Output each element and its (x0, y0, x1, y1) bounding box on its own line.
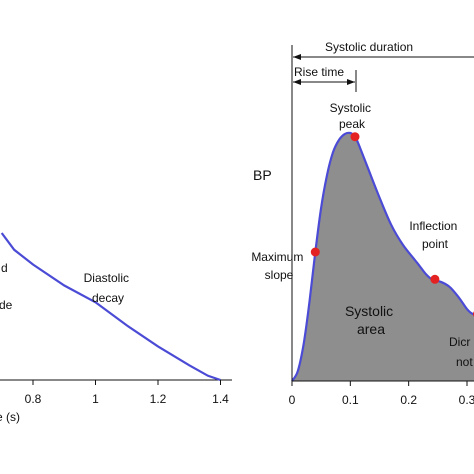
inflection-point-marker (430, 274, 440, 284)
maximum-slope-label: Maximum slope (251, 250, 306, 282)
right-x-tick-label: 0 (289, 393, 296, 407)
right-pressure-line (291, 131, 474, 382)
left-x-tick-label: 1 (92, 392, 99, 406)
rise-time-arrowhead-left (293, 79, 301, 85)
systolic-peak-marker (350, 132, 360, 142)
rise-time-label: Rise time (294, 65, 344, 79)
systolic-area-label: Systolic area (345, 303, 397, 337)
diastolic-decay-label: Diastolic decay (84, 271, 133, 305)
right-x-tick-label: 0.2 (400, 393, 417, 407)
right-x-tick-label: 0.3 (459, 393, 474, 407)
left-xlabel: e (s) (0, 410, 20, 424)
left-pressure-line (0, 232, 221, 382)
maximum-slope-marker (310, 247, 320, 257)
left-cut-label-1: d (1, 261, 8, 275)
left-x-tick-label: 1.4 (212, 392, 229, 406)
inflection-point-label: Inflection point (409, 219, 460, 251)
left-x-tick-label: 0.8 (25, 392, 42, 406)
right-markers (310, 132, 474, 317)
systolic-duration-arrowhead (293, 54, 301, 60)
right-x-ticks: 0 0.1 0.2 0.3 (289, 381, 474, 407)
dicrotic-notch-label: Dicr not (449, 335, 474, 369)
rise-time-arrowhead-right (347, 79, 355, 85)
systolic-duration-label: Systolic duration (325, 40, 413, 54)
right-x-tick-label: 0.1 (342, 393, 359, 407)
systolic-peak-label: Systolic peak (330, 101, 375, 131)
right-ylabel: BP (253, 167, 272, 183)
left-x-ticks: 0.8 1 1.2 1.4 (25, 380, 229, 406)
left-cut-label-2: de (0, 298, 13, 312)
systolic-area-fill (292, 132, 474, 381)
left-x-tick-label: 1.2 (150, 392, 167, 406)
right-panel: Systolic duration Rise time 0 0.1 0.2 0.3 B… (251, 40, 474, 407)
left-panel: 0.8 1 1.2 1.4 e (s) Diastolic decay d de (0, 232, 232, 424)
